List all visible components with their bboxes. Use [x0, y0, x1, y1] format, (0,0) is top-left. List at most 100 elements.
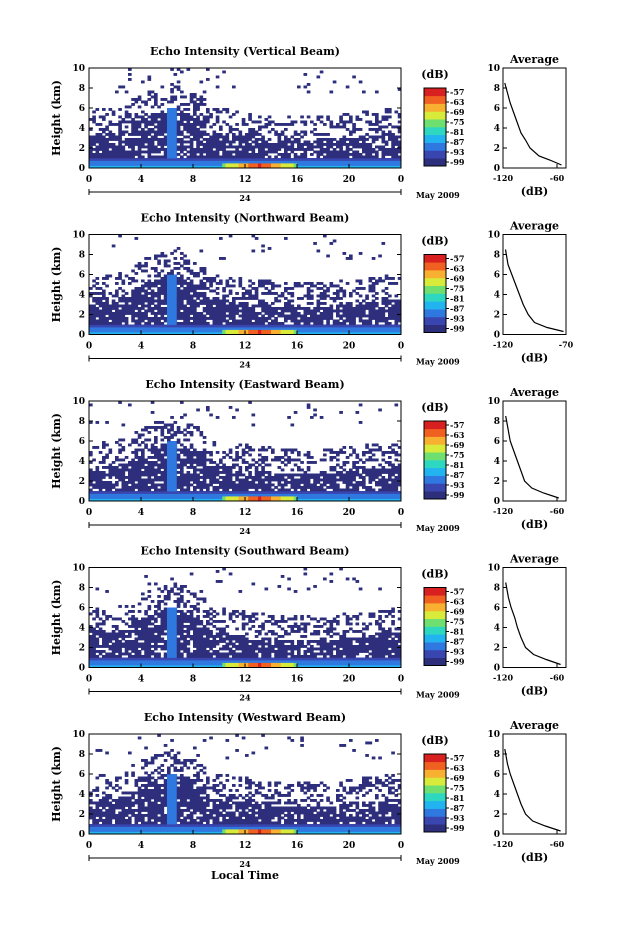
heatmap-cell [368, 150, 373, 154]
heatmap-cell [332, 299, 337, 303]
heatmap-cell [332, 150, 337, 154]
heatmap-cell [391, 312, 395, 315]
heatmap-cell [290, 145, 295, 149]
heatmap-cell [147, 163, 152, 166]
heatmap-cell [141, 269, 145, 273]
heatmap-cell [176, 322, 181, 325]
heatmap-cell [95, 476, 100, 479]
heatmap-cell [248, 113, 252, 116]
heatmap-cell [310, 461, 314, 464]
heatmap-cell [160, 299, 165, 303]
heatmap-cell [202, 491, 207, 494]
heatmap-cell [378, 496, 382, 499]
heatmap-cell [394, 294, 399, 298]
heatmap-cell [368, 329, 373, 333]
heatmap-cell [186, 317, 191, 320]
heatmap-cell [147, 493, 152, 497]
heatmap-cell [323, 324, 327, 328]
heatmap-cell [332, 158, 337, 161]
heatmap-cell [362, 309, 366, 313]
heatmap-cell [176, 483, 181, 487]
heatmap-cell [365, 297, 369, 300]
heatmap-cell [141, 165, 145, 169]
heatmap-cell [245, 478, 249, 482]
heatmap-cell [378, 148, 382, 151]
heatmap-cell [173, 128, 178, 131]
y-tick-label: 8 [79, 251, 85, 261]
heatmap-cell [160, 438, 165, 442]
heatmap-cell [189, 493, 194, 497]
heatmap-cell [206, 486, 210, 489]
heatmap-cell [222, 70, 226, 74]
heatmap-cell [118, 272, 122, 275]
heatmap-cell [339, 302, 343, 305]
heatmap-cell [248, 145, 252, 149]
heatmap-cell [111, 319, 116, 323]
heatmap-cell [219, 493, 223, 497]
heatmap-cell [176, 426, 181, 429]
heatmap-cell [342, 294, 347, 298]
heatmap-cell [342, 135, 347, 139]
heatmap-cell [388, 486, 392, 489]
heatmap-cell [306, 451, 311, 454]
heatmap-cell [144, 294, 148, 298]
heatmap-cell [212, 160, 217, 164]
heatmap-cell [176, 329, 181, 333]
heatmap-cell [258, 317, 262, 320]
heatmap-cell [274, 456, 278, 459]
heatmap-cell [378, 309, 382, 313]
heatmap-cell [378, 468, 382, 472]
heatmap-cell [115, 90, 119, 94]
colorbar-tick-label: -75 [450, 284, 464, 294]
heatmap-cell [375, 160, 379, 164]
heatmap-cell [157, 488, 161, 492]
heatmap-cell [261, 299, 265, 303]
heatmap-cell [121, 314, 126, 318]
heatmap-cell [157, 471, 161, 474]
heatmap-cell [160, 120, 165, 124]
heatmap-cell [160, 483, 165, 487]
heatmap-cell [170, 456, 174, 459]
x-tick-label: 16 [291, 175, 304, 185]
heatmap-cell [199, 98, 204, 101]
heatmap-cell [157, 421, 161, 424]
heatmap-cell [391, 153, 395, 156]
heatmap-cell [310, 160, 314, 164]
heatmap-cell [95, 446, 100, 449]
heatmap-cell [358, 317, 363, 320]
heatmap-cell [167, 314, 171, 318]
heatmap-cell [176, 304, 181, 308]
colorbar-frame [423, 254, 447, 333]
heatmap-cell [222, 327, 226, 330]
heatmap-cell [345, 481, 350, 484]
heatmap-cell [186, 324, 191, 328]
heatmap-cell [147, 329, 152, 333]
heatmap-cell [316, 327, 321, 330]
heatmap-cell [144, 496, 148, 499]
heatmap-cell [258, 304, 262, 308]
heatmap-cell [215, 314, 220, 318]
heatmap-cell [121, 324, 126, 328]
heatmap-cell [137, 332, 142, 335]
heatmap-cell [170, 160, 174, 164]
heatmap-cell [352, 150, 356, 154]
heatmap-cell [284, 324, 288, 328]
heatmap-cell [105, 113, 109, 116]
heatmap-cell [225, 165, 230, 169]
heatmap-cell [277, 483, 282, 487]
heatmap-cell [219, 135, 223, 139]
heatmap-cell [199, 461, 204, 464]
heatmap-cell [196, 327, 200, 330]
heatmap-cell [264, 491, 269, 494]
heatmap-cell [160, 158, 165, 161]
heatmap-cell [183, 312, 187, 315]
heatmap-cell [124, 476, 129, 479]
heatmap-cell [115, 294, 119, 298]
heatmap-cell [267, 304, 272, 308]
heatmap-cell [199, 493, 204, 497]
heatmap-cell [349, 478, 353, 482]
heatmap-cell [134, 478, 139, 482]
heatmap-cell [219, 299, 223, 303]
heatmap-cell [196, 486, 200, 489]
heatmap-cell [258, 448, 262, 452]
